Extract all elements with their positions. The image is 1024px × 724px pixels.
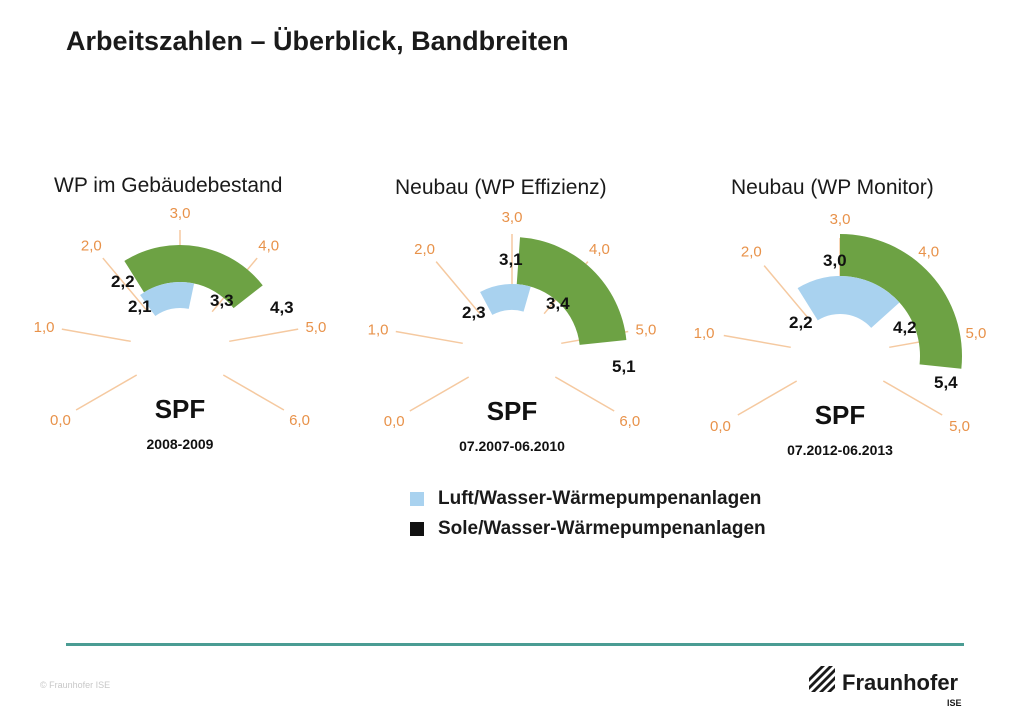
gauge-2-band-sole: [840, 234, 962, 369]
gauge-2-band-luft: [797, 275, 900, 328]
gauge-0-tick-label-0: 0,0: [50, 412, 71, 429]
gauge-0-tick-label-6: 6,0: [289, 412, 310, 429]
gauge-2-spoke-1: [723, 334, 791, 349]
gauge-1-tick-label-6: 6,0: [619, 413, 640, 430]
legend-item-luft: Luft/Wasser-Wärmepumpenanlagen: [410, 484, 766, 514]
gauge-0-spoke-5: [229, 328, 299, 343]
gauge-2-tick-label-1: 1,0: [694, 325, 715, 342]
gauge-2-value-sole-min: 3,0: [823, 251, 847, 270]
gauge-1-spoke-2: [435, 261, 481, 315]
gauge-1-tick-label-4: 4,0: [589, 241, 610, 258]
gauge-1-value-luft-max: 3,4: [546, 294, 570, 313]
legend-item-sole: Sole/Wasser-Wärmepumpenanlagen: [410, 514, 766, 544]
gauge-0-tick-label-3: 3,0: [170, 205, 191, 222]
gauge-2-tick-label-2: 2,0: [741, 243, 762, 260]
gauge-0-tick-label-2: 2,0: [81, 237, 102, 254]
gauge-1-spoke-6: [554, 376, 615, 412]
gauge-0-tick-label-4: 4,0: [258, 237, 279, 254]
gauge-0-value-luft-min: 2,1: [128, 297, 152, 316]
gauge-0-period: 2008-2009: [147, 436, 214, 452]
page-title: Arbeitszahlen – Überblick, Bandbreiten: [66, 26, 569, 56]
gauge-1-band-sole: [516, 237, 627, 345]
gauge-1-center-label: SPF: [487, 396, 538, 426]
legend-label-sole: Sole/Wasser-Wärmepumpenanlagen: [438, 518, 766, 539]
gauge-0-value-sole-min: 2,2: [111, 272, 135, 291]
logo-name: Fraunhofer: [842, 670, 959, 695]
footer-divider: [66, 643, 964, 646]
legend-swatch-luft: [410, 492, 424, 506]
gauge-1-value-sole-min: 3,1: [499, 250, 523, 269]
gauge-1-tick-label-2: 2,0: [414, 241, 435, 258]
gauge-2-spoke-0: [737, 380, 798, 416]
legend-swatch-sole: [410, 522, 424, 536]
legend-label-luft: Luft/Wasser-Wärmepumpenanlagen: [438, 488, 762, 509]
gauge-0-tick-label-5: 5,0: [305, 319, 326, 336]
gauge-0-band-luft: [140, 282, 195, 317]
fraunhofer-logo-icon: [809, 666, 835, 692]
gauge-1-tick-label-5: 5,0: [636, 321, 657, 338]
gauge-1-tick-label-1: 1,0: [368, 321, 389, 338]
gauge-0-spoke-0: [75, 374, 138, 411]
gauge-1-spoke-0: [409, 376, 470, 412]
gauge-2-tick-label-4: 4,0: [918, 243, 939, 260]
gauge-1-tick-label-3: 3,0: [502, 209, 523, 226]
gauge-0-band-sole: [124, 244, 263, 309]
gauge-0-spoke-1: [61, 328, 131, 343]
gauge-1-period: 07.2007-06.2010: [459, 438, 565, 454]
gauge-1-tick-label-0: 0,0: [384, 413, 405, 430]
gauge-1-value-sole-max: 5,1: [612, 357, 636, 376]
gauge-2-spoke-2: [763, 265, 809, 319]
logo-subtitle: ISE: [947, 698, 962, 708]
gauge-2-spoke-6: [882, 380, 943, 416]
gauge-2-tick-label-6: 5,0: [949, 418, 970, 435]
gauge-title-monitor: Neubau (WP Monitor): [731, 176, 934, 199]
gauge-0-value-luft-max: 3,3: [210, 291, 234, 310]
gauge-2-center-label: SPF: [815, 400, 866, 430]
gauge-1-value-luft-min: 2,3: [462, 303, 486, 322]
gauge-2-tick-label-3: 3,0: [830, 211, 851, 228]
gauge-0-tick-label-1: 1,0: [34, 319, 55, 336]
gauge-0-spoke-2: [102, 257, 149, 313]
gauge-2-tick-label-0: 0,0: [710, 418, 731, 435]
gauge-0-spoke-6: [222, 374, 285, 411]
gauge-1-band-luft: [480, 284, 531, 315]
gauge-2-value-luft-min: 2,2: [789, 313, 813, 332]
gauge-1-spoke-1: [395, 330, 463, 345]
legend: Luft/Wasser-Wärmepumpenanlagen Sole/Wass…: [410, 484, 766, 544]
gauge-0-center-label: SPF: [155, 394, 206, 424]
gauge-2-tick-label-5: 5,0: [965, 325, 986, 342]
gauge-2-value-luft-max: 4,2: [893, 318, 917, 337]
gauge-title-bestand: WP im Gebäudebestand: [54, 174, 283, 197]
gauge-title-effizienz: Neubau (WP Effizienz): [395, 176, 607, 199]
gauge-2-value-sole-max: 5,4: [934, 373, 958, 392]
copyright-text: © Fraunhofer ISE: [40, 680, 111, 690]
gauge-0-value-sole-max: 4,3: [270, 298, 294, 317]
gauge-2-period: 07.2012-06.2013: [787, 442, 893, 458]
